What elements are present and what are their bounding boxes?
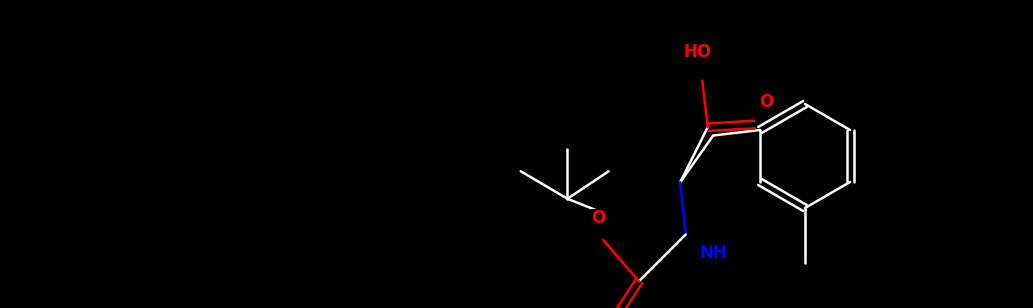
Text: NH: NH bbox=[699, 244, 727, 261]
Text: HO: HO bbox=[683, 43, 712, 62]
Text: O: O bbox=[759, 94, 774, 111]
Text: O: O bbox=[591, 209, 605, 227]
